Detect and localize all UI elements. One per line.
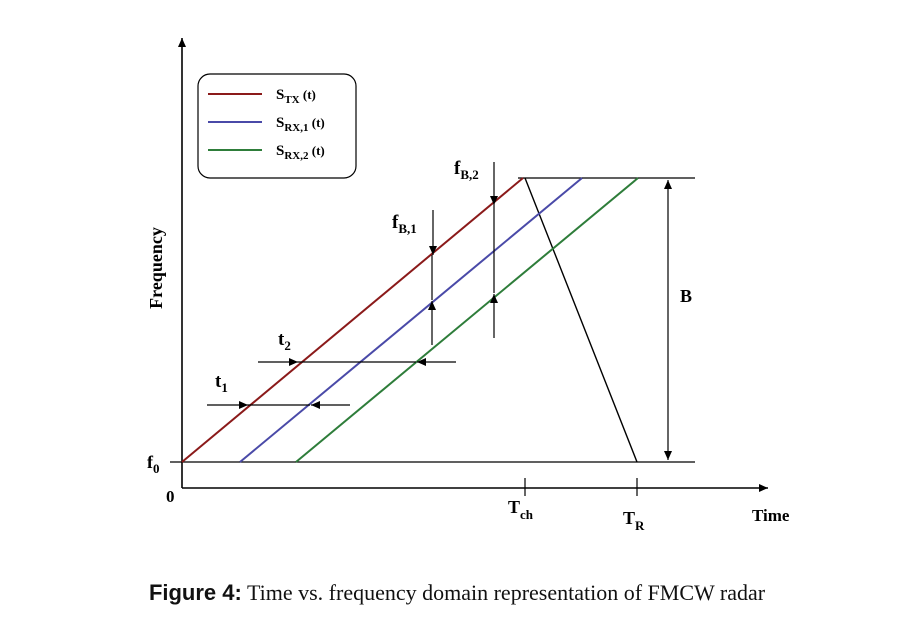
rx1-chirp-line — [239, 177, 583, 463]
t1-label: t1 — [215, 371, 228, 395]
fb1-label: fB,1 — [392, 212, 417, 236]
tx-chirp-line — [181, 177, 524, 463]
x-axis-label: Time — [752, 506, 790, 525]
y-axis-label: Frequency — [146, 227, 166, 309]
legend-rx2-label: SRX,2 (t) — [276, 143, 325, 162]
legend-rx1-label: SRX,1 (t) — [276, 115, 325, 134]
figure-caption: Figure 4: Time vs. frequency domain repr… — [0, 580, 914, 606]
f0-label: f0 — [147, 452, 160, 476]
legend-tx-label: STX (t) — [276, 87, 316, 106]
tx-return-line — [524, 177, 638, 463]
t2-label: t2 — [278, 329, 291, 353]
bandwidth-label: B — [680, 286, 692, 306]
origin-label: 0 — [166, 487, 175, 506]
caption-label: Figure 4: — [148, 580, 242, 605]
rx2-chirp-line — [295, 177, 639, 463]
caption-text: Time vs. frequency domain representation… — [241, 580, 766, 605]
fb2-label: fB,2 — [454, 158, 479, 182]
legend-box — [197, 73, 357, 179]
tr-label: TR — [623, 508, 645, 533]
tch-label: Tch — [508, 497, 534, 522]
